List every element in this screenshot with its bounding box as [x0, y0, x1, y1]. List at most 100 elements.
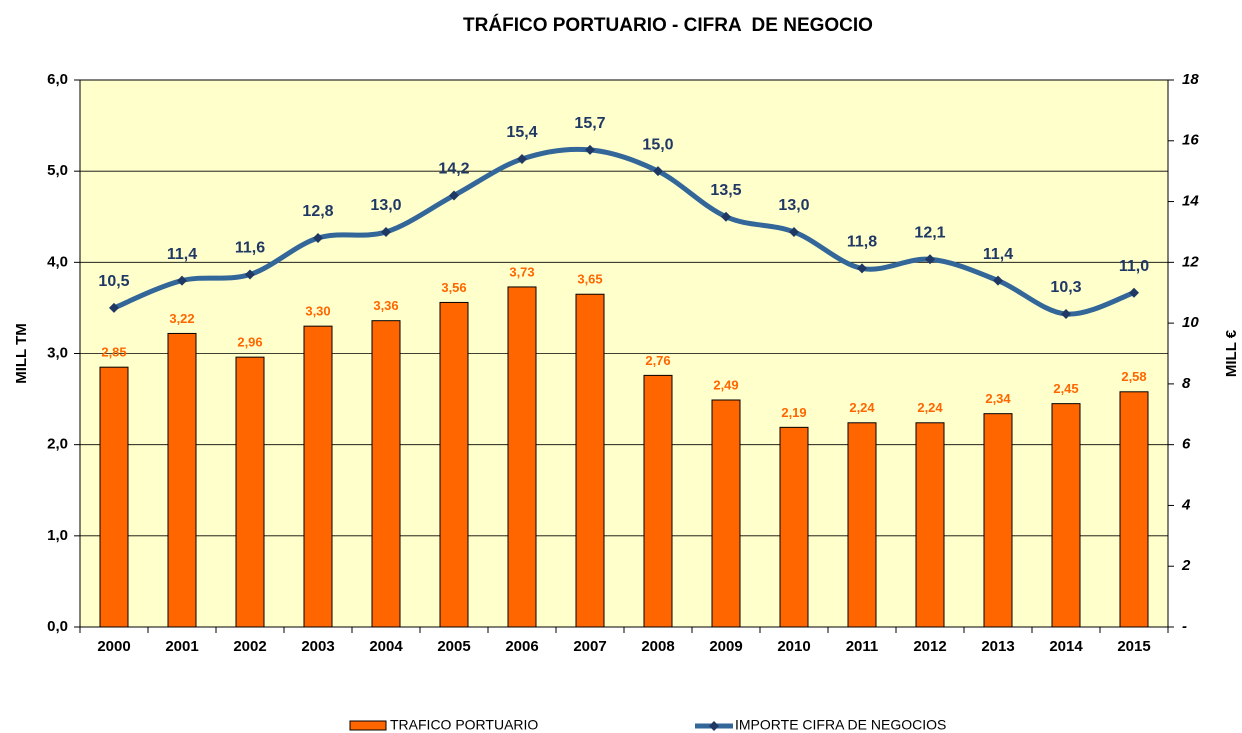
- line-label: 11,8: [847, 234, 877, 251]
- y2-tick-label: 10: [1182, 314, 1199, 331]
- bar-label: 2,34: [985, 391, 1011, 406]
- legend-swatch: [349, 720, 387, 731]
- x-tick-label: 2002: [233, 638, 266, 655]
- marker: [585, 144, 595, 155]
- bar: [99, 366, 129, 628]
- marker: [721, 211, 731, 222]
- x-tick-label: 2004: [369, 638, 403, 655]
- x-tick-label: 2011: [846, 638, 879, 655]
- marker: [925, 254, 935, 265]
- marker: [245, 269, 255, 280]
- bar-label: 2,96: [237, 335, 262, 350]
- bar-label: 3,56: [441, 280, 466, 295]
- x-tick-label: 2006: [505, 638, 538, 655]
- y2-tick-label: 18: [1182, 71, 1199, 88]
- bar-label: 2,24: [849, 400, 875, 415]
- line-label: 13,0: [370, 197, 401, 214]
- bar: [643, 374, 673, 628]
- legend-label: IMPORTE CIFRA DE NEGOCIOS: [735, 717, 946, 733]
- bar-label: 3,73: [509, 264, 534, 279]
- bar: [779, 426, 809, 628]
- x-tick-label: 2013: [981, 638, 1014, 655]
- bar: [847, 422, 877, 628]
- marker: [177, 275, 187, 286]
- line-label: 13,0: [778, 197, 809, 214]
- line-label: 10,5: [98, 273, 129, 290]
- marker: [109, 302, 119, 313]
- bar-label: 2,58: [1121, 369, 1146, 384]
- bar-label: 3,65: [577, 272, 602, 287]
- chart-title: TRÁFICO PORTUARIO - CIFRA DE NEGOCIO: [463, 14, 873, 36]
- y2-tick-label: 16: [1182, 132, 1199, 149]
- y-tick-label: 6,0: [47, 71, 68, 88]
- line-label: 11,4: [167, 246, 197, 263]
- bar: [167, 332, 197, 628]
- line-label: 11,0: [1119, 258, 1149, 275]
- y2-axis-label: MILL €: [1223, 329, 1240, 377]
- x-tick-label: 2014: [1049, 638, 1083, 655]
- x-tick-label: 2012: [913, 638, 946, 655]
- marker: [857, 263, 867, 274]
- bar: [915, 422, 945, 628]
- marker: [789, 226, 799, 237]
- x-tick-label: 2008: [641, 638, 674, 655]
- x-tick-label: 2003: [301, 638, 334, 655]
- bar-label: 3,22: [169, 311, 194, 326]
- bar: [303, 325, 333, 628]
- bar-label: 2,19: [781, 405, 806, 420]
- line-label: 10,3: [1050, 279, 1081, 296]
- y2-tick-label: 8: [1182, 375, 1191, 392]
- line-label: 15,4: [506, 124, 537, 141]
- line-label: 11,4: [983, 246, 1013, 263]
- x-tick-label: 2001: [165, 638, 198, 655]
- line-label: 15,0: [642, 136, 673, 153]
- x-tick-label: 2007: [573, 638, 606, 655]
- x-tick-label: 2010: [777, 638, 810, 655]
- legend-marker: [709, 721, 719, 731]
- y2-tick-label: 4: [1181, 496, 1191, 513]
- y2-tick-label: 6: [1182, 436, 1191, 453]
- bar: [983, 413, 1013, 628]
- bar: [507, 286, 537, 628]
- y2-tick-label: -: [1182, 618, 1187, 635]
- line-label: 11,6: [235, 240, 265, 257]
- x-tick-label: 2005: [437, 638, 470, 655]
- bar-label: 3,36: [373, 298, 398, 313]
- bar-label: 2,85: [101, 345, 126, 360]
- marker: [1129, 287, 1139, 298]
- legend-label: TRAFICO PORTUARIO: [390, 717, 538, 733]
- y-tick-label: 5,0: [47, 162, 68, 179]
- y2-tick-label: 12: [1182, 253, 1199, 270]
- y-tick-label: 1,0: [47, 527, 68, 544]
- bar-label: 2,49: [713, 377, 738, 392]
- bar-label: 2,76: [645, 353, 670, 368]
- y-axis-label: MILL TM: [13, 323, 30, 384]
- marker: [517, 154, 527, 165]
- marker: [1061, 308, 1071, 319]
- bar: [235, 356, 265, 628]
- line-label: 15,7: [574, 115, 605, 132]
- x-tick-label: 2009: [709, 638, 742, 655]
- y-tick-label: 0,0: [47, 618, 68, 635]
- bar-label: 2,24: [917, 400, 943, 415]
- bar: [1051, 403, 1081, 628]
- line-label: 14,2: [438, 161, 469, 178]
- bar-label: 2,45: [1053, 381, 1078, 396]
- bar: [711, 399, 741, 628]
- line: [113, 146, 1135, 317]
- bar-label: 3,30: [305, 304, 330, 319]
- marker: [313, 233, 323, 244]
- y2-tick-label: 2: [1181, 557, 1191, 574]
- marker: [449, 190, 459, 201]
- bar: [439, 301, 469, 628]
- marker: [993, 275, 1003, 286]
- x-tick-label: 2015: [1117, 638, 1150, 655]
- bar: [575, 293, 605, 628]
- marker: [653, 166, 663, 177]
- line-label: 12,8: [302, 203, 333, 220]
- y2-tick-label: 14: [1182, 193, 1199, 210]
- bar: [371, 320, 401, 628]
- y-tick-label: 3,0: [47, 344, 68, 361]
- bar: [1119, 391, 1149, 628]
